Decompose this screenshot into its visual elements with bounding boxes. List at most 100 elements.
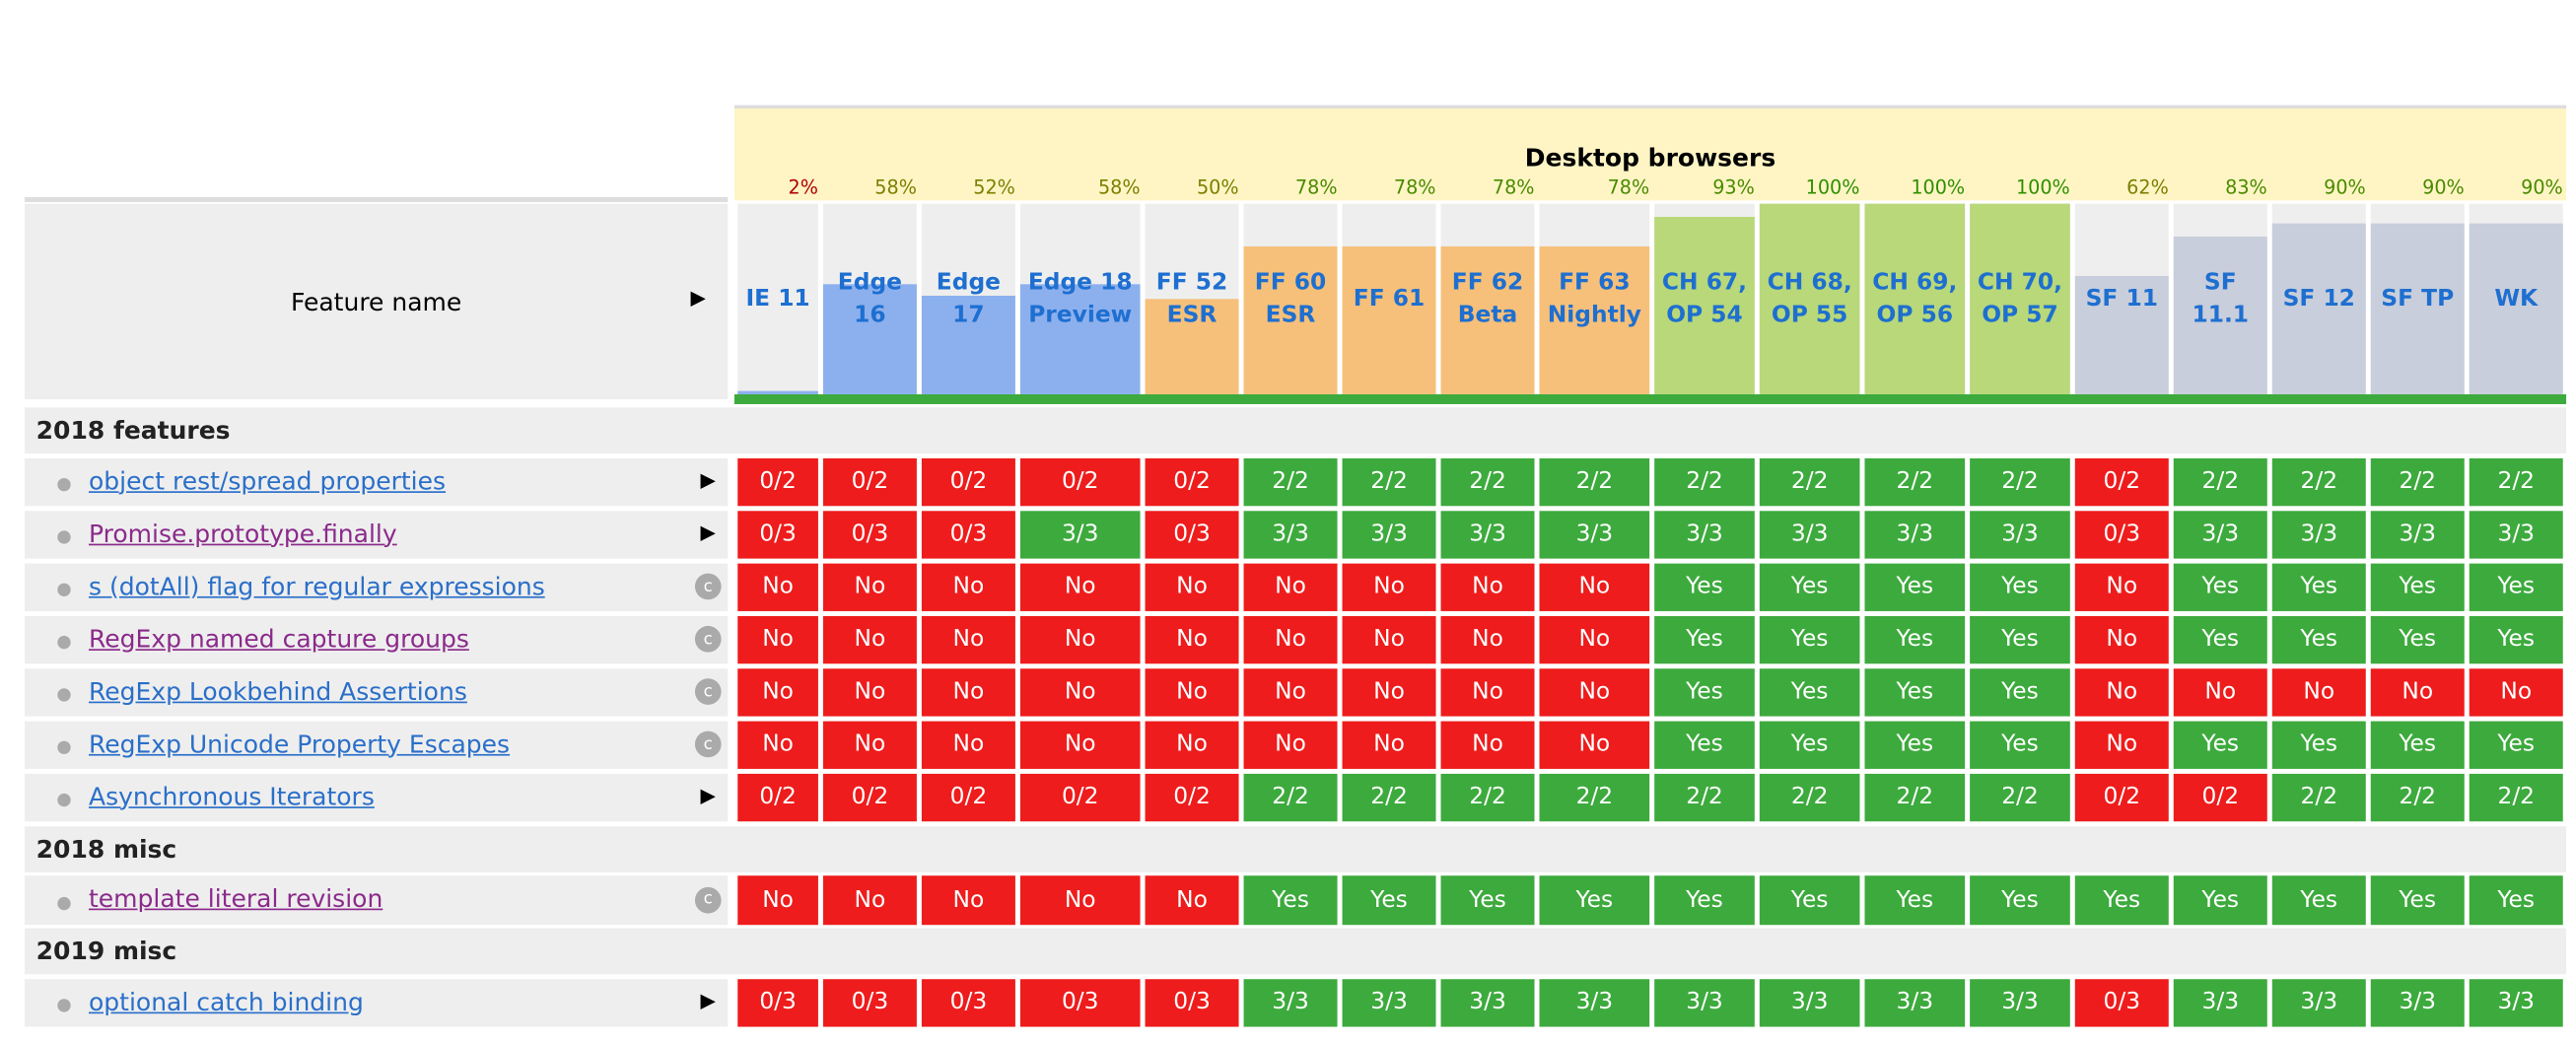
result-cell: 3/3	[1440, 510, 1535, 559]
browser-name[interactable]: CH 70, OP 57	[1977, 269, 2063, 329]
result-cell: 3/3	[1243, 978, 1338, 1027]
result-cell: 2/2	[1342, 773, 1436, 822]
browser-name[interactable]: SF 12	[2282, 285, 2355, 313]
browser-name[interactable]: CH 67, OP 54	[1661, 269, 1748, 329]
result-cell: No	[1539, 562, 1650, 611]
feature-link[interactable]: RegExp named capture groups	[88, 623, 469, 654]
result-cell: Yes	[1864, 720, 1966, 769]
expand-icon[interactable]: ▶	[700, 783, 716, 806]
support-bar	[2370, 222, 2465, 394]
section-title: 2018 misc	[35, 833, 177, 864]
left-rule	[24, 196, 729, 202]
browser-name[interactable]: FF 52 ESR	[1155, 269, 1228, 329]
result-cell: Yes	[1759, 562, 1860, 611]
result-cell: Yes	[1759, 875, 1860, 925]
result-cell: 3/3	[1539, 510, 1650, 559]
expand-icon[interactable]: ▶	[700, 467, 716, 491]
result-cell: Yes	[1864, 875, 1966, 925]
browser-name[interactable]: SF 11.1	[2192, 269, 2250, 329]
result-cell: 2/2	[1539, 773, 1650, 822]
result-cell: Yes	[1970, 562, 2070, 611]
browser-name[interactable]: SF TP	[2381, 285, 2455, 313]
result-cell: No	[1539, 667, 1650, 717]
percent-label: 90%	[2521, 175, 2563, 199]
feature-link[interactable]: template literal revision	[88, 883, 383, 914]
browser-name[interactable]: SF 11	[2085, 285, 2158, 313]
result-cell: No	[737, 667, 818, 717]
percent-label: 100%	[1911, 175, 1966, 199]
feature-link[interactable]: optional catch binding	[88, 986, 364, 1016]
result-cell: 2/2	[1243, 773, 1338, 822]
feature-link[interactable]: Asynchronous Iterators	[88, 781, 375, 811]
result-cell: No	[2469, 667, 2563, 717]
result-cell: 3/3	[1759, 510, 1860, 559]
result-cell: 3/3	[2469, 978, 2563, 1027]
browser-name[interactable]: FF 63 Nightly	[1547, 269, 1641, 329]
result-cell: No	[1342, 562, 1436, 611]
feature-link[interactable]: RegExp Unicode Property Escapes	[88, 729, 511, 759]
expand-icon[interactable]: ▶	[700, 520, 716, 543]
result-cell: No	[921, 615, 1015, 664]
result-cell: Yes	[2271, 615, 2366, 664]
result-cell: No	[737, 562, 818, 611]
percent-label: 58%	[1097, 175, 1141, 199]
result-cell: Yes	[2469, 615, 2563, 664]
feature-header: Feature name	[24, 203, 729, 399]
support-bar	[1342, 245, 1436, 394]
result-cell: Yes	[2370, 562, 2465, 611]
expand-icon[interactable]: ▶	[690, 285, 706, 310]
result-cell: 2/2	[2271, 457, 2366, 507]
browser-name[interactable]: CH 69, OP 56	[1872, 269, 1958, 329]
browser-name[interactable]: WK	[2494, 285, 2539, 313]
bullet	[57, 584, 71, 597]
result-cell: Yes	[1759, 667, 1860, 717]
percent-label: 78%	[1607, 175, 1650, 199]
feature-cell	[24, 875, 729, 925]
feature-link[interactable]: object rest/spread properties	[88, 465, 447, 496]
percent-label: 2%	[788, 175, 818, 199]
result-cell: No	[1243, 720, 1338, 769]
header-band	[733, 107, 2567, 201]
bullet	[57, 896, 71, 910]
result-cell: Yes	[2271, 562, 2366, 611]
browser-name[interactable]: FF 61	[1353, 285, 1426, 313]
feature-cell	[24, 615, 729, 664]
feature-link[interactable]: Promise.prototype.finally	[88, 518, 397, 548]
browser-name[interactable]: FF 60 ESR	[1254, 269, 1327, 329]
result-cell: Yes	[2173, 875, 2267, 925]
result-cell: 2/2	[1342, 457, 1436, 507]
browser-name[interactable]: Edge 18 Preview	[1027, 269, 1133, 329]
browser-name[interactable]: CH 68, OP 55	[1767, 269, 1852, 329]
browser-name[interactable]: IE 11	[745, 285, 810, 313]
result-cell: Yes	[2173, 562, 2267, 611]
result-cell: No	[1243, 615, 1338, 664]
result-cell: No	[2074, 720, 2169, 769]
result-cell: Yes	[1970, 615, 2070, 664]
result-cell: Yes	[2370, 615, 2465, 664]
feature-link[interactable]: RegExp Lookbehind Assertions	[88, 675, 467, 706]
feature-link[interactable]: s (dotAll) flag for regular expressions	[88, 571, 545, 601]
result-cell: No	[1440, 720, 1535, 769]
result-cell: 2/2	[1970, 457, 2070, 507]
bullet	[57, 530, 71, 545]
result-cell: No	[2074, 615, 2169, 664]
support-bar	[2271, 222, 2366, 394]
support-bar	[1019, 283, 1141, 394]
result-cell: No	[1342, 615, 1436, 664]
feature-cell	[24, 457, 729, 507]
result-cell: 0/3	[822, 978, 917, 1027]
bullet	[57, 741, 71, 755]
result-cell: 0/2	[737, 773, 818, 822]
browser-name[interactable]: Edge 17	[936, 269, 1001, 329]
header-title: Desktop browsers	[1524, 142, 1776, 173]
browser-name[interactable]: Edge 16	[837, 269, 902, 329]
browser-name[interactable]: FF 62 Beta	[1451, 269, 1524, 329]
expand-icon[interactable]: ▶	[700, 988, 716, 1011]
result-cell: 3/3	[1342, 978, 1436, 1027]
result-cell: No	[1440, 667, 1535, 717]
header-cell	[737, 203, 818, 394]
result-cell: 3/3	[1342, 510, 1436, 559]
result-cell: No	[1539, 615, 1650, 664]
result-cell: 3/3	[1654, 978, 1755, 1027]
result-cell: 0/2	[1019, 457, 1141, 507]
